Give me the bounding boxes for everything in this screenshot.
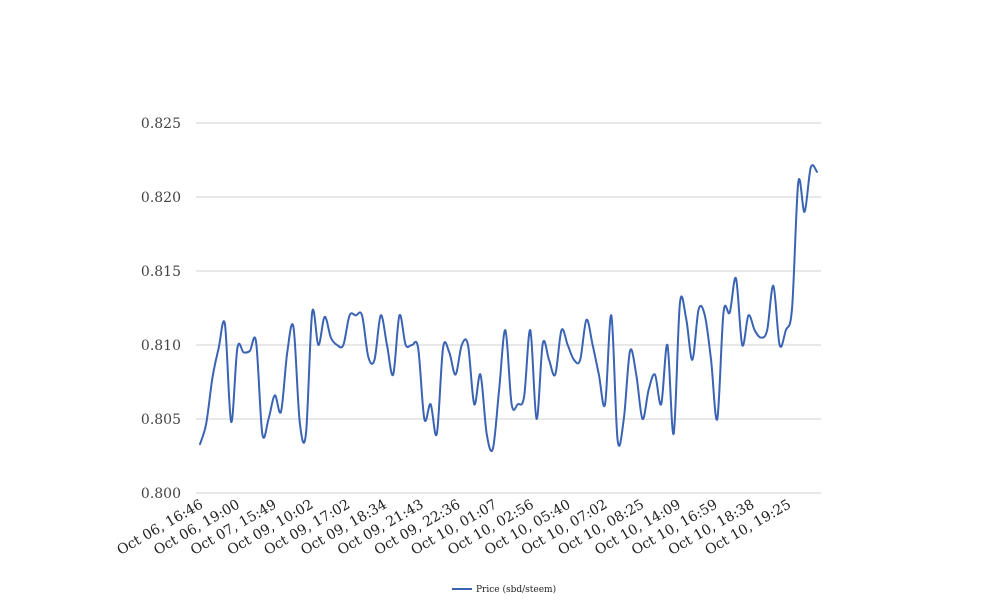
y-tick-label: 0.820 — [141, 190, 181, 206]
legend-label[interactable]: Price (sbd/steem) — [476, 584, 556, 595]
y-tick-label: 0.825 — [141, 116, 181, 132]
series-lines — [199, 164, 818, 453]
y-tick-label: 0.805 — [141, 412, 181, 428]
price-series-line — [199, 164, 818, 453]
y-axis-tick-labels: 0.800 0.805 0.810 0.815 0.820 0.825 — [141, 116, 181, 502]
y-tick-label: 0.810 — [141, 338, 181, 354]
y-tick-label: 0.815 — [141, 264, 181, 280]
y-tick-label: 0.800 — [141, 486, 181, 502]
legend[interactable]: Price (sbd/steem) — [452, 584, 556, 595]
